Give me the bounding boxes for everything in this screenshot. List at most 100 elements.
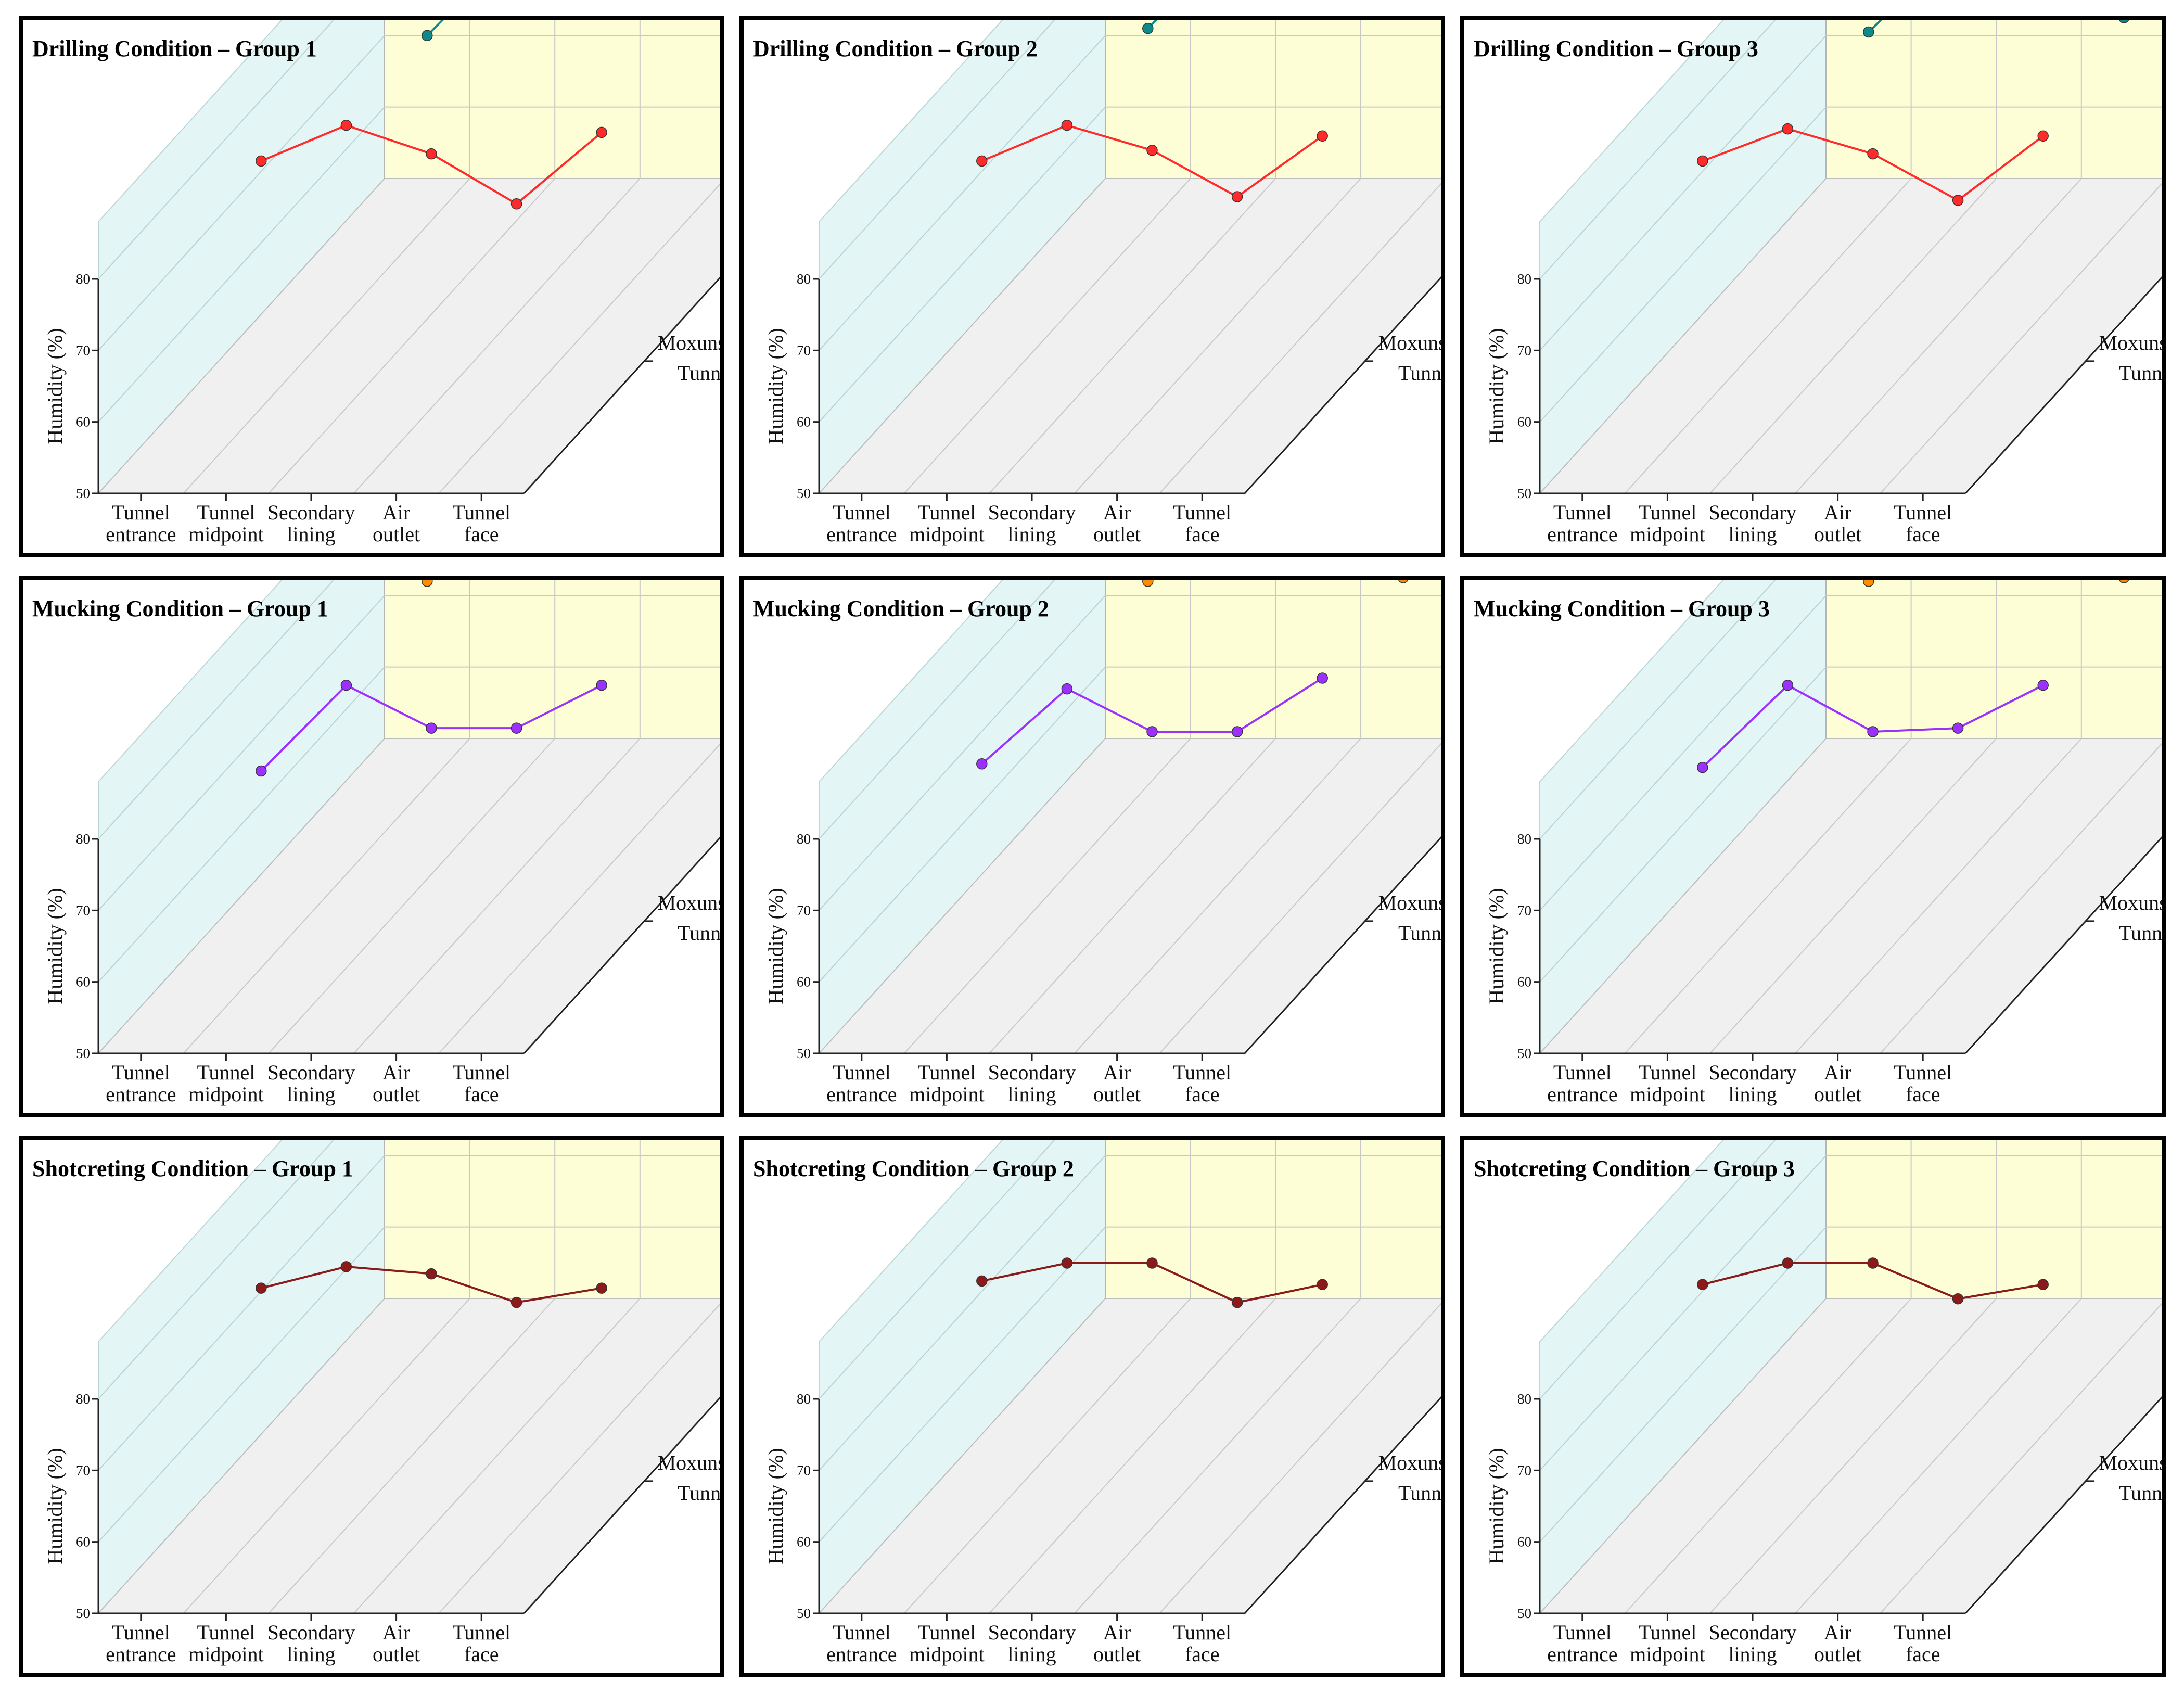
data-point-moxunshan-tunnel-1 [1782,123,1794,135]
data-point-moxunshan-tunnel-4 [1317,672,1328,684]
x-tick-label: entrance [1547,1642,1617,1666]
floor-gridline [1624,178,1912,494]
x-tick-label: Air [1103,1621,1131,1644]
x-tick-label: entrance [826,523,897,546]
x-tick-label: entrance [106,523,176,546]
x-tick-label: Tunnel [112,501,170,524]
x-tick-label: Tunnel [1553,1621,1612,1644]
side-gridline [819,1140,1056,1399]
y-tick-label: 70 [797,902,811,918]
floor-gridline [1709,738,1997,1054]
y-tick-label: 50 [797,1046,811,1061]
data-point-moxunshan-tunnel-0 [1697,1279,1708,1290]
data-point-moxunshan-tunnel-1 [1061,683,1073,695]
z-tick-label: Moxunshan [2099,331,2162,354]
floor-gridline [1624,1298,1912,1614]
y-axis-label: Humidity (%) [764,888,787,1004]
y-tick-label: 80 [76,831,90,847]
chart-panel-shotcreting-condition-group-3: Shotcreting Condition – Group 3 50 60 70 80 H… [1460,1136,2166,1677]
x-tick-label: outlet [373,1642,420,1666]
data-point-moxunshan-tunnel-3 [1952,722,1964,734]
floor-gridline [438,743,720,1054]
y-tick-label: 50 [1517,1046,1531,1061]
floor-gridline [353,738,641,1054]
data-point-lehua-tunnel-3 [2118,580,2129,583]
floor-gridline [989,1298,1276,1614]
x-tick-label: face [1185,1082,1220,1106]
side-gridline [819,595,1106,911]
y-tick-label: 50 [797,486,811,501]
side-gridline [1539,666,1827,983]
floor-gridline [1159,183,1441,494]
x-tick-label: Tunnel [833,1621,891,1644]
floor-gridline [1159,743,1441,1054]
floor-gridline [1074,178,1361,494]
x-tick-label: face [1906,523,1940,546]
data-point-moxunshan-tunnel-3 [1231,191,1243,202]
x-tick-label: Air [382,1621,410,1644]
z-tick-label: Tunnel [2119,361,2162,385]
floor-gridline [903,1298,1191,1614]
z-axis [1964,1396,2162,1614]
chart-title: Mucking Condition – Group 3 [1474,596,1770,621]
data-point-lehua-tunnel-0 [1142,580,1154,587]
x-tick-label: Tunnel [1553,501,1612,524]
z-tick-label: Tunnel [678,921,720,945]
y-tick-label: 70 [1517,902,1531,918]
x-tick-label: midpoint [188,1642,263,1666]
chart-panel-mucking-condition-group-3: Mucking Condition – Group 3 50 60 70 80 Humid… [1460,576,2166,1117]
floor-gridline [1074,738,1361,1054]
data-point-moxunshan-tunnel-0 [1697,761,1708,773]
y-tick-label: 50 [76,486,90,501]
z-tick-label: Tunnel [2119,1481,2162,1505]
x-tick-label: lining [1007,523,1056,546]
back-wall [1825,1140,2162,1299]
data-point-lehua-tunnel-0 [422,580,433,587]
chart-title: Mucking Condition – Group 1 [32,596,328,621]
data-point-moxunshan-tunnel-2 [1867,1257,1879,1269]
data-point-moxunshan-tunnel-0 [256,765,267,777]
side-gridline [1539,35,1827,351]
z-tick-label: Moxunshan [1378,331,1441,354]
x-tick-label: Tunnel [1894,1621,1952,1644]
x-tick-label: Secondary [1709,1061,1797,1084]
y-tick-label: 50 [76,1606,90,1621]
data-point-lehua-tunnel-0 [1863,26,1874,38]
floor-gridline [1880,183,2162,494]
x-tick-label: midpoint [1630,1642,1705,1666]
side-gridline [98,666,385,983]
x-tick-label: Tunnel [197,501,255,524]
floor-gridline [268,1298,555,1614]
x-tick-label: lining [1728,1082,1777,1106]
x-tick-label: Tunnel [1894,1061,1952,1084]
x-tick-label: Tunnel [833,501,891,524]
x-tick-label: outlet [1814,1082,1861,1106]
y-tick-label: 70 [797,342,811,358]
x-tick-label: lining [287,523,335,546]
chart-title: Shotcreting Condition – Group 1 [32,1156,353,1181]
y-tick-label: 80 [1517,1391,1531,1407]
z-tick-label: Moxunshan [2099,891,2162,914]
y-tick-label: 50 [76,1046,90,1061]
side-gridline [1539,580,1777,839]
chart-panel-mucking-condition-group-1: Mucking Condition – Group 1 50 60 70 80 Humid… [19,576,724,1117]
x-tick-label: midpoint [188,1082,263,1106]
floor-gridline [353,1298,641,1614]
data-point-moxunshan-tunnel-0 [976,758,988,770]
floor-gridline [1880,1303,2162,1614]
data-point-moxunshan-tunnel-3 [1952,1293,1964,1305]
x-tick-label: entrance [106,1082,176,1106]
back-wall [1105,1140,1441,1299]
x-tick-label: Tunnel [452,501,510,524]
x-tick-label: face [464,1642,499,1666]
chart-title: Mucking Condition – Group 2 [753,596,1049,621]
y-axis-label: Humidity (%) [43,888,67,1004]
data-point-moxunshan-tunnel-2 [1867,148,1879,160]
data-point-moxunshan-tunnel-4 [596,1282,607,1294]
x-tick-label: Tunnel [1894,501,1952,524]
x-tick-label: Secondary [267,1061,355,1084]
side-gridline [819,1155,1106,1471]
